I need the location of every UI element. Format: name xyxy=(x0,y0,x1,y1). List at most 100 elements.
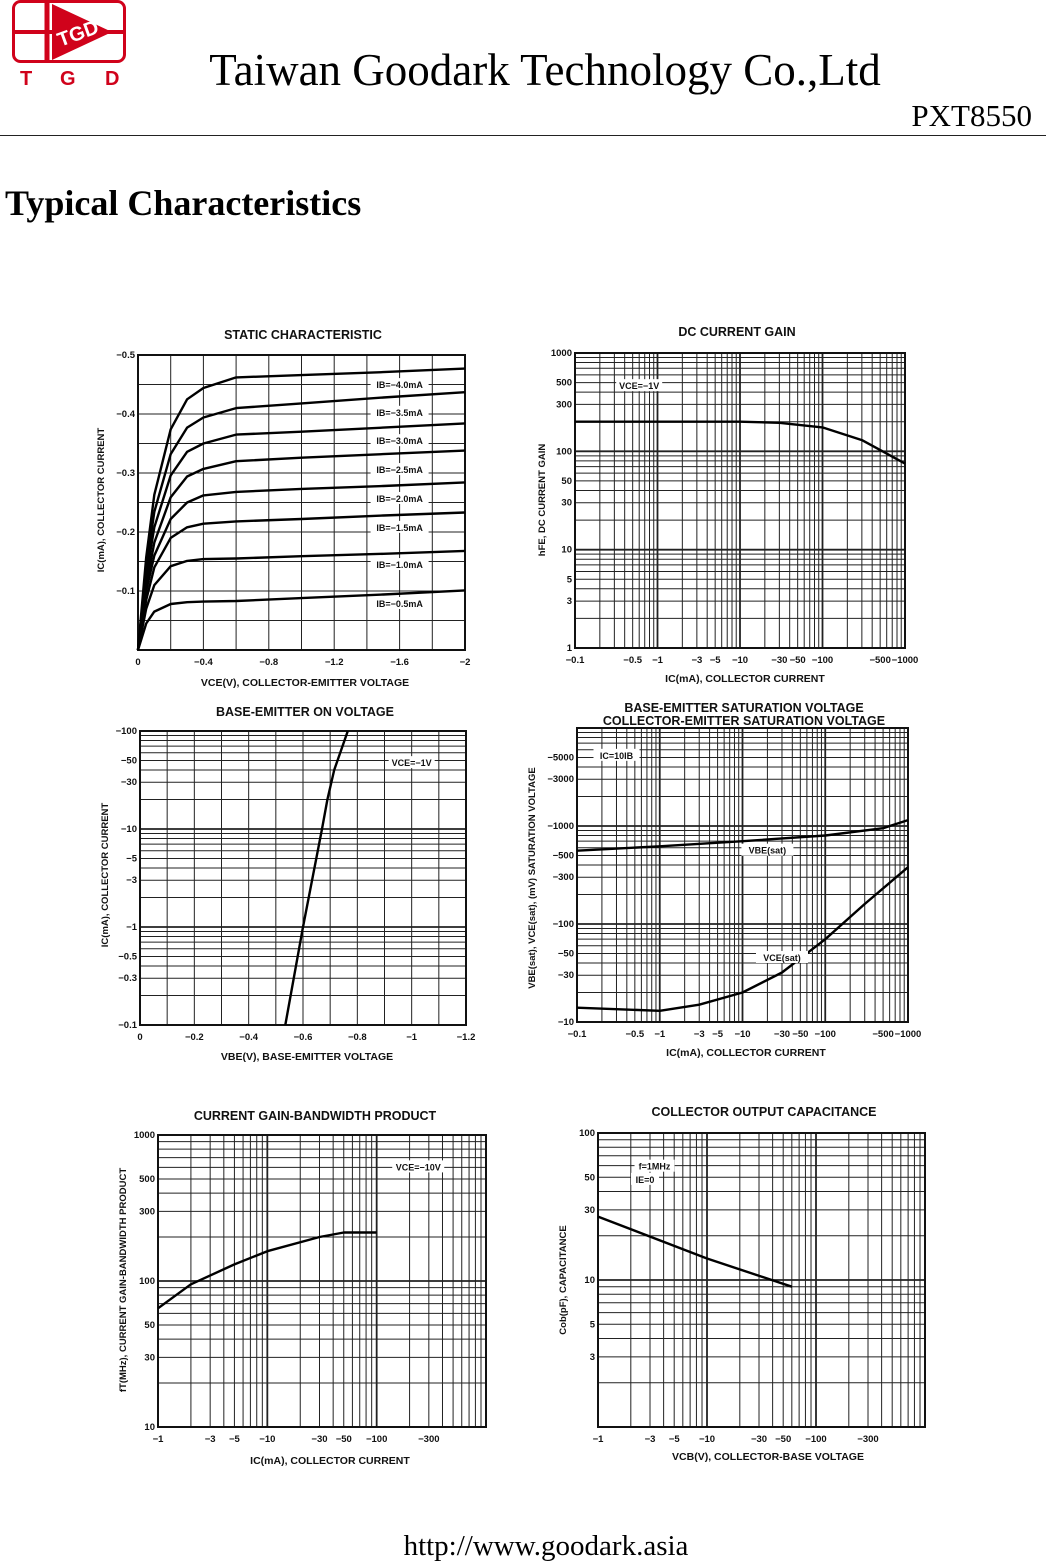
y-tick-label: 1000 xyxy=(134,1130,155,1141)
y-tick-label: −50 xyxy=(558,949,574,960)
chart-grid xyxy=(158,1135,486,1427)
series-line-3 xyxy=(136,449,466,651)
annotation-label: VBE(sat) xyxy=(749,846,787,856)
x-tick-label: −10 xyxy=(734,1029,750,1040)
x-tick-label: −1 xyxy=(593,1434,605,1445)
y-tick-label: 10 xyxy=(144,1422,155,1433)
x-tick-label: −50 xyxy=(790,655,806,666)
y-tick-label: 300 xyxy=(139,1206,155,1217)
y-tick-label: −1000 xyxy=(547,821,574,832)
x-tick-label: −3 xyxy=(645,1434,656,1445)
x-tick-label: −30 xyxy=(751,1434,767,1445)
chart-0: STATIC CHARACTERISTIC VCE(V), COLLECTOR-E… xyxy=(96,328,470,689)
chart-title: COLLECTOR-EMITTER SATURATION VOLTAGE xyxy=(603,714,885,728)
annotation-background xyxy=(388,756,435,769)
x-tick-label: 0 xyxy=(137,1032,142,1043)
y-axis-label: fT(MHz), CURRENT GAIN-BANDWIDTH PRODUCT xyxy=(118,1168,129,1392)
chart-1: DC CURRENT GAIN IC(mA), COLLECTOR CURRENT… xyxy=(537,325,918,685)
x-tick-label: −1 xyxy=(654,1029,666,1040)
y-tick-label: 30 xyxy=(584,1205,595,1216)
annotation-label: IC=10IB xyxy=(600,751,634,761)
x-tick-label: −3 xyxy=(691,655,702,666)
x-tick-label: −100 xyxy=(815,1029,836,1040)
x-tick-label: −30 xyxy=(771,655,787,666)
annotation-label: IB=−1.5mA xyxy=(376,523,423,533)
y-axis-label: IC(mA), COLLECTOR CURRENT xyxy=(100,803,111,948)
x-tick-label: −100 xyxy=(812,655,833,666)
x-tick-label: −1.6 xyxy=(390,657,409,668)
annotation-background xyxy=(755,950,808,963)
y-tick-label: −0.1 xyxy=(118,1020,137,1031)
y-tick-label: −1 xyxy=(126,922,138,933)
x-tick-label: −500 xyxy=(872,1029,893,1040)
chart-3: BASE-EMITTER SATURATION VOLTAGECOLLECTOR… xyxy=(527,701,921,1059)
annotation-background xyxy=(370,405,429,418)
y-tick-label: 50 xyxy=(584,1172,595,1183)
footer-url[interactable]: http://www.goodark.asia xyxy=(403,1530,689,1562)
annotation-label: VCE=−1V xyxy=(392,758,432,768)
annotation-label: f=1MHz xyxy=(639,1162,671,1172)
y-tick-label: 50 xyxy=(144,1320,155,1331)
y-tick-label: −0.5 xyxy=(116,350,135,361)
svg-text:G: G xyxy=(60,68,76,90)
chart-2: BASE-EMITTER ON VOLTAGE VBE(V), BASE-EMIT… xyxy=(100,705,475,1063)
series-line-6 xyxy=(136,549,466,651)
annotation-label: IB=−0.5mA xyxy=(376,599,423,609)
chart-grid xyxy=(577,728,908,1022)
x-axis-label: VBE(V), BASE-EMITTER VOLTAGE xyxy=(221,1051,393,1063)
x-tick-label: −3 xyxy=(205,1434,216,1445)
y-tick-label: −0.2 xyxy=(116,527,135,538)
annotation-background xyxy=(370,378,429,391)
series-line-0 xyxy=(597,1215,793,1288)
y-tick-label: −3 xyxy=(126,875,137,886)
plot-frame xyxy=(576,727,909,1023)
x-tick-label: −1.2 xyxy=(457,1032,476,1043)
x-axis-label: VCB(V), COLLECTOR-BASE VOLTAGE xyxy=(672,1451,864,1463)
y-tick-label: −30 xyxy=(558,970,574,981)
x-tick-label: −1 xyxy=(652,655,664,666)
y-tick-label: 100 xyxy=(556,446,572,457)
annotation-label: IB=−3.0mA xyxy=(376,436,423,446)
x-tick-label: −0.6 xyxy=(294,1032,313,1043)
y-tick-label: 10 xyxy=(561,545,572,556)
chart-title: BASE-EMITTER ON VOLTAGE xyxy=(216,705,394,719)
y-axis-label: VBE(sat), VCE(sat), (mV) SATURATION VOLT… xyxy=(527,767,538,989)
series-line-2 xyxy=(136,422,466,651)
y-tick-label: −0.3 xyxy=(116,468,135,479)
y-tick-label: −0.1 xyxy=(116,586,135,597)
annotation-label: VCE=−1V xyxy=(619,381,659,391)
chart-title: STATIC CHARACTERISTIC xyxy=(224,328,382,342)
y-tick-label: 3 xyxy=(590,1352,595,1363)
y-tick-label: −10 xyxy=(558,1017,574,1028)
y-tick-label: 100 xyxy=(139,1276,155,1287)
x-tick-label: −0.1 xyxy=(566,655,585,666)
y-tick-label: 10 xyxy=(584,1275,595,1286)
plot-frame xyxy=(597,1132,926,1428)
svg-text:D: D xyxy=(105,68,119,90)
plot-frame xyxy=(137,354,466,651)
company-name: Taiwan Goodark Technology Co.,Ltd xyxy=(209,45,881,95)
x-tick-label: −50 xyxy=(792,1029,808,1040)
annotation-label: IB=−2.0mA xyxy=(376,494,423,504)
series-line-0 xyxy=(576,818,909,852)
y-tick-label: −50 xyxy=(121,756,137,767)
annotation-background xyxy=(616,379,663,392)
x-tick-label: −10 xyxy=(699,1434,715,1445)
y-tick-label: 30 xyxy=(561,498,572,509)
x-tick-label: −0.5 xyxy=(623,655,642,666)
x-tick-label: −2 xyxy=(460,657,471,668)
x-tick-label: −0.4 xyxy=(194,657,213,668)
x-tick-label: −1 xyxy=(406,1032,418,1043)
x-tick-label: −30 xyxy=(774,1029,790,1040)
annotation-background xyxy=(370,596,429,609)
x-tick-label: −3 xyxy=(694,1029,705,1040)
y-tick-label: 500 xyxy=(139,1174,155,1185)
x-tick-label: −1.2 xyxy=(325,657,344,668)
annotation-background xyxy=(634,1159,675,1172)
annotation-label: IB=−3.5mA xyxy=(376,408,423,418)
x-tick-label: −10 xyxy=(259,1434,275,1445)
plot-frame xyxy=(574,352,906,649)
series-line-5 xyxy=(136,511,466,651)
x-tick-label: −0.5 xyxy=(625,1029,644,1040)
